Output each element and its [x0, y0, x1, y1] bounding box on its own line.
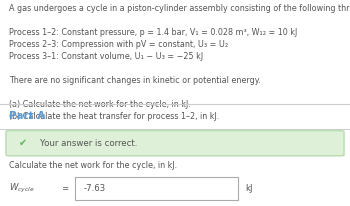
- Text: $W_{cycle}$: $W_{cycle}$: [9, 182, 35, 195]
- Text: There are no significant changes in kinetic or potential energy.: There are no significant changes in kine…: [9, 76, 261, 85]
- Text: Process 2–3: Compression with pV = constant, U₃ = U₂: Process 2–3: Compression with pV = const…: [9, 40, 228, 49]
- Text: -7.63: -7.63: [84, 184, 106, 193]
- FancyBboxPatch shape: [75, 177, 238, 200]
- Text: kJ: kJ: [245, 184, 252, 193]
- FancyBboxPatch shape: [6, 131, 344, 156]
- Text: Part A: Part A: [9, 111, 45, 121]
- Text: Process 1–2: Constant pressure, p = 1.4 bar, V₁ = 0.028 m³, W₁₂ = 10 kJ: Process 1–2: Constant pressure, p = 1.4 …: [9, 28, 297, 37]
- Text: ✔: ✔: [19, 138, 27, 148]
- Text: =: =: [61, 184, 69, 193]
- Text: Process 3–1: Constant volume, U₁ − U₃ = −25 kJ: Process 3–1: Constant volume, U₁ − U₃ = …: [9, 52, 203, 61]
- Text: (a) Calculate the net work for the cycle, in kJ.: (a) Calculate the net work for the cycle…: [9, 100, 190, 109]
- Text: (b) Calculate the heat transfer for process 1–2, in kJ.: (b) Calculate the heat transfer for proc…: [9, 112, 219, 121]
- Text: Your answer is correct.: Your answer is correct.: [40, 139, 138, 148]
- Text: A gas undergoes a cycle in a piston-cylinder assembly consisting of the followin: A gas undergoes a cycle in a piston-cyli…: [9, 4, 350, 13]
- Text: Calculate the net work for the cycle, in kJ.: Calculate the net work for the cycle, in…: [9, 161, 177, 170]
